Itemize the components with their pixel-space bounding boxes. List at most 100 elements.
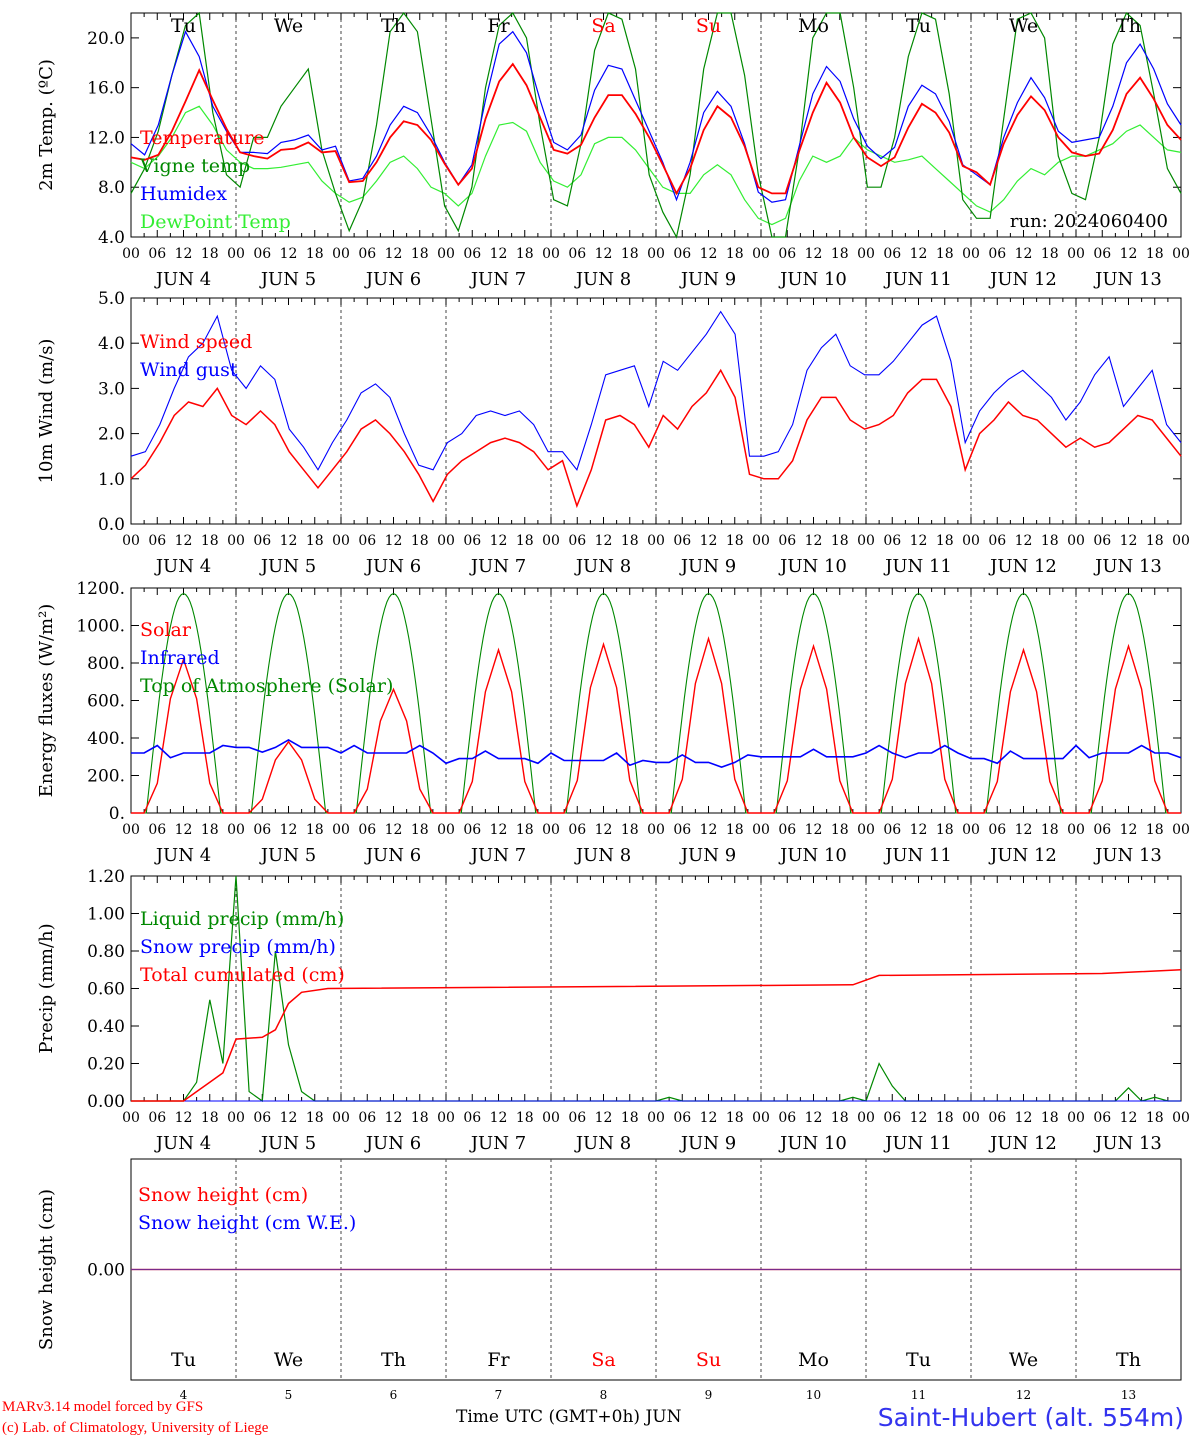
date-label: JUN 5 xyxy=(259,845,316,866)
hour-tick-label: 00 xyxy=(857,246,875,262)
y-tick-label: 0.20 xyxy=(87,1055,125,1075)
hour-tick-label: 12 xyxy=(700,822,718,838)
hour-tick-label: 12 xyxy=(385,822,403,838)
hour-tick-label: 12 xyxy=(175,822,193,838)
hour-tick-label: 12 xyxy=(805,533,823,549)
y-tick-label: 20.0 xyxy=(87,29,125,49)
hour-tick-label: 00 xyxy=(542,1110,560,1126)
hour-tick-label: 18 xyxy=(726,533,744,549)
hour-tick-label: 12 xyxy=(1015,246,1033,262)
hour-tick-label: 06 xyxy=(148,822,166,838)
hour-tick-label: 12 xyxy=(175,246,193,262)
y-tick-label: 0.40 xyxy=(87,1017,125,1037)
hour-tick-label: 06 xyxy=(988,1110,1006,1126)
hour-tick-label: 18 xyxy=(1146,1110,1164,1126)
date-label: JUN 4 xyxy=(154,845,211,866)
date-label: JUN 10 xyxy=(778,845,847,866)
hour-tick-label: 06 xyxy=(1093,822,1111,838)
hour-tick-label: 12 xyxy=(1120,533,1138,549)
weekday-label: We xyxy=(274,15,303,37)
hour-tick-label: 18 xyxy=(726,822,744,838)
hour-tick-label: 12 xyxy=(595,533,613,549)
weekday-label: We xyxy=(274,1349,303,1371)
hour-tick-label: 06 xyxy=(358,822,376,838)
legend-entry: Snow height (cm) xyxy=(138,1184,308,1206)
hour-tick-label: 18 xyxy=(411,1110,429,1126)
hour-tick-label: 18 xyxy=(516,533,534,549)
hour-tick-label: 18 xyxy=(1041,246,1059,262)
weekday-label: Mo xyxy=(798,1349,829,1371)
weekday-label: Th xyxy=(1116,15,1141,37)
y-tick-label: 800. xyxy=(87,654,125,674)
legend-entry: Humidex xyxy=(140,183,227,205)
hour-tick-label: 00 xyxy=(122,533,140,549)
y-tick-label: 0.00 xyxy=(87,1261,125,1281)
date-label: JUN 11 xyxy=(883,1133,952,1154)
date-label: JUN 10 xyxy=(778,556,847,577)
y-tick-label: 0.00 xyxy=(87,1092,125,1112)
hour-tick-label: 18 xyxy=(201,533,219,549)
hour-tick-label: 18 xyxy=(306,246,324,262)
weekday-label: Fr xyxy=(487,1349,510,1371)
date-label: JUN 7 xyxy=(469,1133,526,1154)
day-number-label: 4 xyxy=(180,1388,188,1402)
hour-tick-label: 18 xyxy=(201,1110,219,1126)
hour-tick-label: 06 xyxy=(988,822,1006,838)
hour-tick-label: 18 xyxy=(831,822,849,838)
hour-tick-label: 00 xyxy=(227,533,245,549)
hour-tick-label: 06 xyxy=(253,822,271,838)
weekday-label: Tu xyxy=(171,15,196,37)
date-label: JUN 7 xyxy=(469,556,526,577)
hour-tick-label: 00 xyxy=(542,822,560,838)
day-number-label: 10 xyxy=(806,1388,821,1402)
series-line xyxy=(131,636,1181,814)
hour-tick-label: 00 xyxy=(332,822,350,838)
hour-tick-label: 00 xyxy=(332,1110,350,1126)
date-label: JUN 9 xyxy=(679,845,736,866)
date-label: JUN 8 xyxy=(574,1133,631,1154)
weekday-label: Th xyxy=(381,15,406,37)
y-tick-label: 1.0 xyxy=(98,470,125,490)
hour-tick-label: 06 xyxy=(673,533,691,549)
y-tick-label: 0.60 xyxy=(87,980,125,1000)
hour-tick-label: 18 xyxy=(831,533,849,549)
series-line xyxy=(130,105,1182,226)
y-tick-label: 400. xyxy=(87,729,125,749)
panel-frame xyxy=(130,587,1182,814)
date-label: JUN 5 xyxy=(259,556,316,577)
hour-tick-label: 00 xyxy=(122,822,140,838)
y-tick-label: 12.0 xyxy=(87,128,125,148)
y-tick-label: 600. xyxy=(87,692,125,712)
hour-tick-label: 06 xyxy=(778,533,796,549)
hour-tick-label: 18 xyxy=(831,1110,849,1126)
hour-tick-label: 18 xyxy=(306,822,324,838)
y-tick-label: 0.0 xyxy=(98,515,125,535)
hour-tick-label: 00 xyxy=(647,246,665,262)
hour-tick-label: 18 xyxy=(201,246,219,262)
date-label: JUN 13 xyxy=(1093,269,1162,290)
hour-tick-label: 00 xyxy=(1172,822,1190,838)
y-tick-label: 16.0 xyxy=(87,79,125,99)
series-line xyxy=(130,310,1182,471)
hour-tick-label: 06 xyxy=(568,246,586,262)
hour-tick-label: 18 xyxy=(306,533,324,549)
hour-tick-label: 00 xyxy=(647,533,665,549)
y-tick-label: 2.0 xyxy=(98,425,125,445)
y-axis-title: Precip (mm/h) xyxy=(36,923,57,1053)
hour-tick-label: 00 xyxy=(227,246,245,262)
date-label: JUN 12 xyxy=(988,845,1057,866)
hour-tick-label: 12 xyxy=(805,1110,823,1126)
hour-tick-label: 18 xyxy=(411,533,429,549)
date-label: JUN 5 xyxy=(259,1133,316,1154)
hour-tick-label: 12 xyxy=(1120,1110,1138,1126)
hour-tick-label: 00 xyxy=(647,1110,665,1126)
hour-tick-label: 18 xyxy=(726,246,744,262)
date-label: JUN 12 xyxy=(988,269,1057,290)
y-tick-label: 3.0 xyxy=(98,379,125,399)
date-label: JUN 10 xyxy=(778,269,847,290)
date-label: JUN 8 xyxy=(574,269,631,290)
hour-tick-label: 06 xyxy=(148,246,166,262)
hour-tick-label: 06 xyxy=(358,246,376,262)
date-label: JUN 4 xyxy=(154,556,211,577)
weekday-label: Tu xyxy=(171,1349,196,1371)
